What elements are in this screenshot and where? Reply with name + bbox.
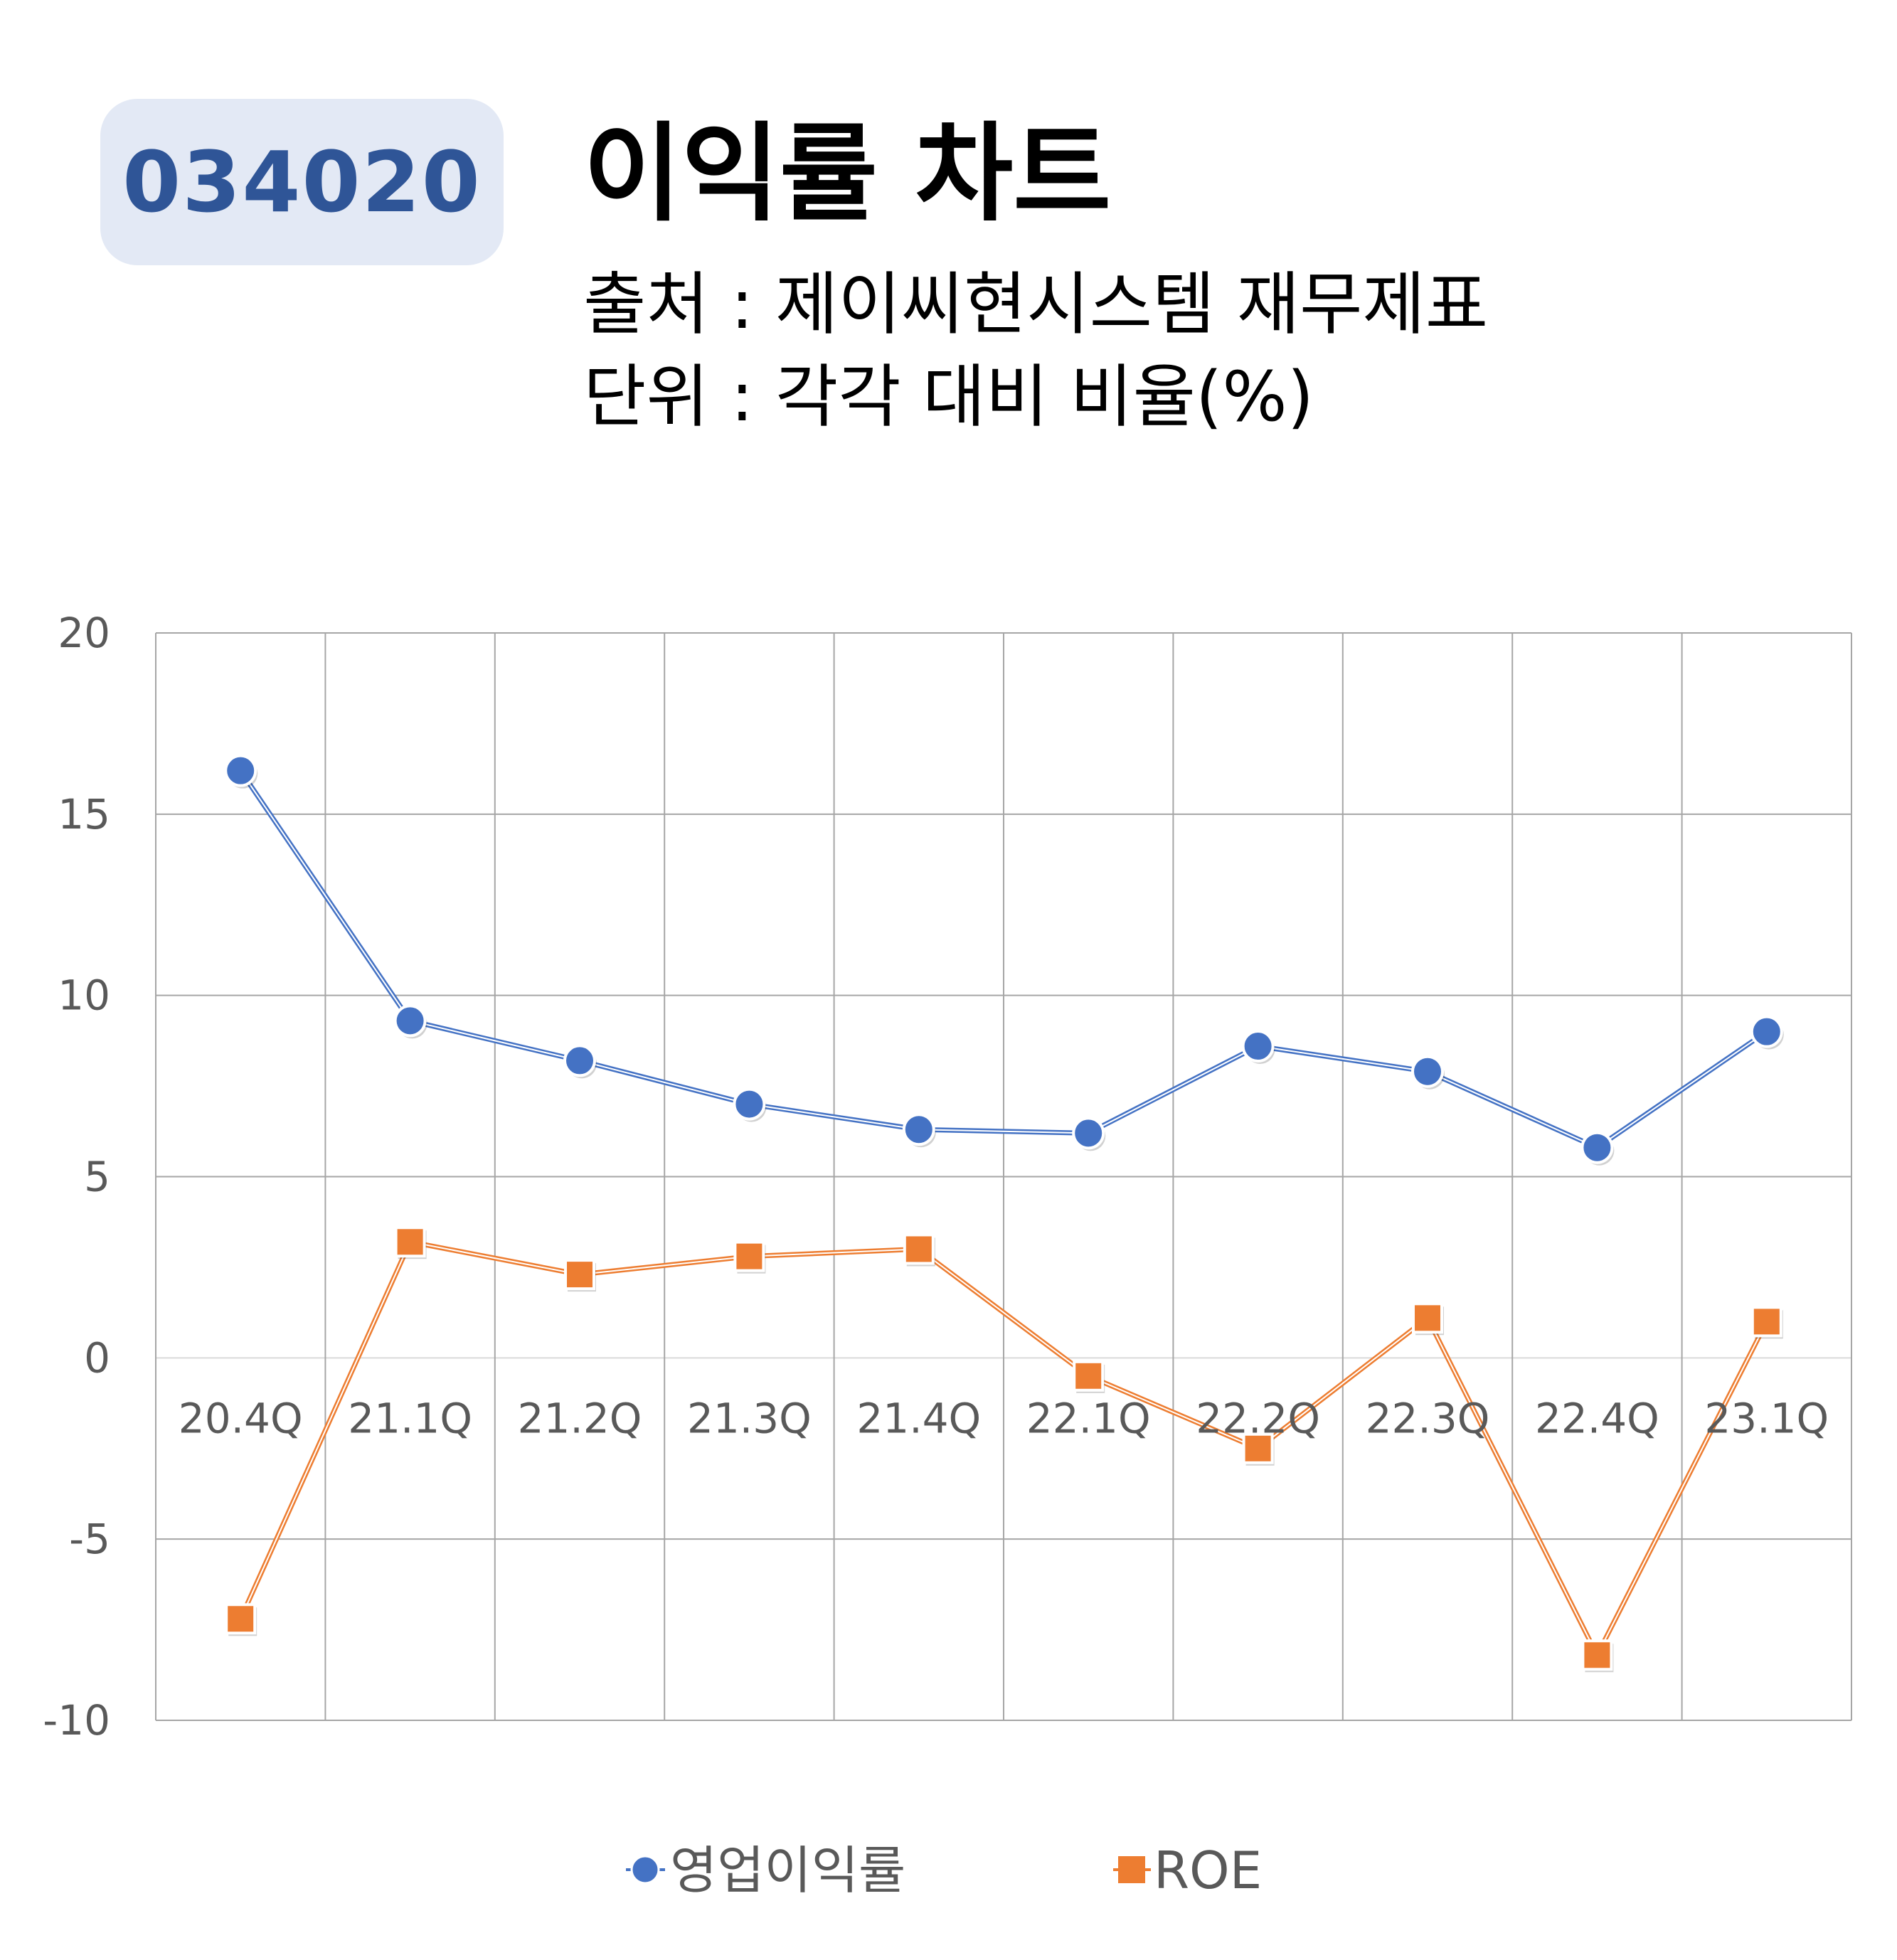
data-point (903, 1233, 935, 1265)
page-title: 이익률 차트 (583, 112, 1112, 236)
data-point (225, 1603, 257, 1635)
data-point (1242, 1432, 1274, 1464)
legend-marker (630, 1855, 660, 1885)
y-tick-label: -10 (43, 1696, 110, 1745)
y-tick-label: 5 (84, 1153, 110, 1201)
y-tick-label: -5 (69, 1515, 110, 1563)
data-point (1580, 1131, 1614, 1164)
data-point (1073, 1360, 1105, 1392)
ticker-badge: 034020 (100, 99, 504, 265)
legend-label: 영업이익률 (670, 1841, 905, 1900)
y-tick-label: 0 (84, 1333, 110, 1382)
chart-grid (155, 632, 1852, 1721)
x-axis-labels: 20.4Q 21.1Q 21.2Q 21.3Q 21.4Q 22.1Q 22.2Q 22.3Q… (179, 1394, 1829, 1442)
data-point (564, 1259, 595, 1291)
x-tick-label: 22.2Q (1196, 1394, 1320, 1442)
data-point (1412, 1302, 1443, 1334)
legend-label: ROE (1154, 1841, 1262, 1900)
y-axis-labels: 20 15 10 5 0 -5 -10 (43, 609, 110, 1745)
y-tick-label: 10 (58, 971, 110, 1020)
legend-marker (1118, 1856, 1145, 1883)
x-tick-label: 22.3Q (1366, 1394, 1490, 1442)
data-point (1750, 1306, 1782, 1338)
x-tick-label: 22.4Q (1535, 1394, 1659, 1442)
x-tick-label: 21.3Q (687, 1394, 812, 1442)
unit-line: 단위 : 각각 대비 비율(%) (583, 357, 1314, 437)
data-point (1411, 1055, 1444, 1088)
data-point (1241, 1030, 1275, 1063)
data-point (563, 1044, 596, 1077)
x-tick-label: 21.4Q (856, 1394, 981, 1442)
x-tick-label: 21.1Q (348, 1394, 472, 1442)
data-point (224, 754, 257, 787)
chart-legend: 영업이익률 ROE (626, 1841, 1262, 1900)
data-point (394, 1226, 426, 1258)
chart-series (224, 754, 1784, 1673)
x-tick-label: 20.4Q (179, 1394, 303, 1442)
data-point (1072, 1117, 1105, 1150)
data-point (1750, 1015, 1783, 1048)
source-line: 출처 : 제이씨현시스템 재무제표 (583, 265, 1489, 344)
x-tick-label: 23.1Q (1704, 1394, 1829, 1442)
x-tick-label: 22.1Q (1026, 1394, 1151, 1442)
y-tick-label: 20 (58, 609, 110, 657)
series-line-highlight (240, 770, 1768, 1149)
data-point (902, 1113, 935, 1146)
x-tick-label: 21.2Q (518, 1394, 642, 1442)
data-point (393, 1004, 427, 1038)
data-point (733, 1240, 765, 1272)
y-tick-label: 15 (58, 790, 110, 838)
data-point (733, 1087, 766, 1121)
series-line-highlight (240, 1241, 1768, 1656)
ticker-code: 034020 (122, 133, 482, 231)
data-point (1581, 1639, 1613, 1671)
